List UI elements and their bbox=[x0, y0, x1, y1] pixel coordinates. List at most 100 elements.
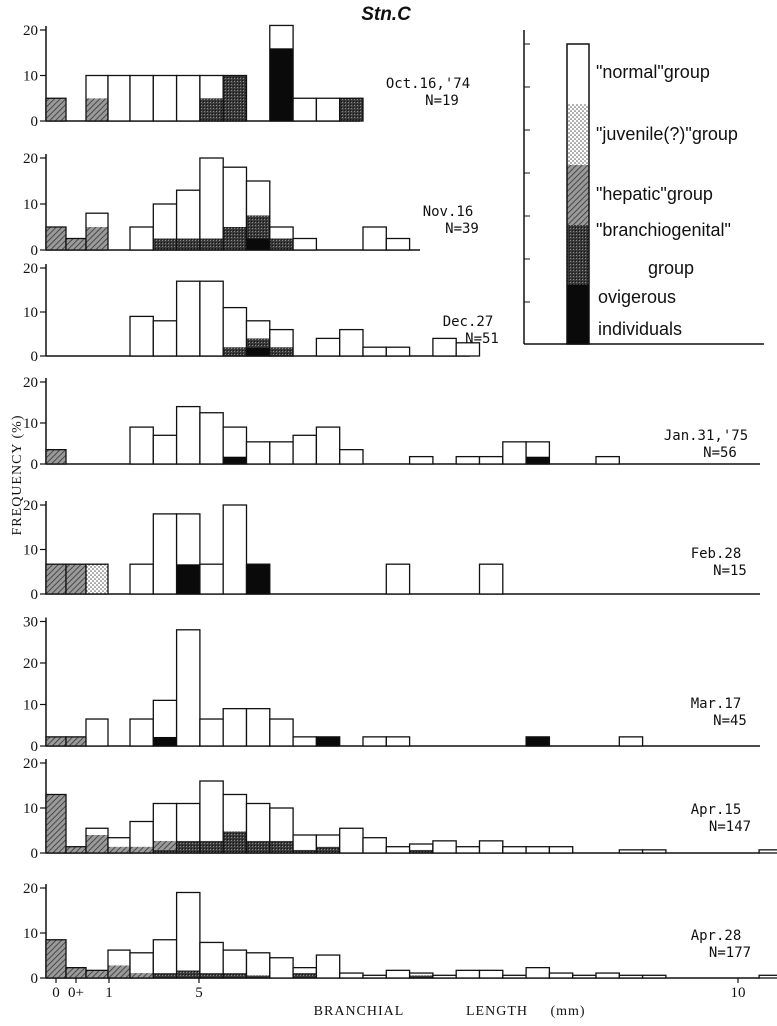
bar-segment-normal bbox=[456, 846, 480, 853]
bar-outline bbox=[362, 837, 387, 854]
bar bbox=[269, 441, 294, 465]
legend-label-juvenile: "juvenile(?)"group bbox=[596, 124, 738, 144]
legend-swatch-hepatic bbox=[567, 165, 589, 225]
bar-outline bbox=[385, 346, 411, 357]
y-tick-label: 0 bbox=[31, 457, 39, 473]
bar-segment-normal bbox=[269, 957, 294, 978]
bar-outline bbox=[315, 954, 341, 979]
bar-outline bbox=[595, 455, 620, 465]
legend-label-branchiogenital: "branchiogenital" bbox=[596, 220, 731, 240]
bar-outline bbox=[45, 97, 67, 122]
bar-outline bbox=[45, 793, 67, 854]
y-axis-title: FREQUENCY (%) bbox=[10, 415, 25, 536]
bar-segment-normal bbox=[223, 708, 247, 746]
bar-segment-normal bbox=[386, 970, 410, 978]
bar-segment-normal bbox=[456, 456, 480, 464]
bar bbox=[222, 793, 248, 854]
bar-segment-branchiogenital bbox=[223, 227, 247, 250]
bar-segment-normal bbox=[153, 803, 177, 841]
legend: "normal"group "juvenile(?)"group "hepatic"… bbox=[523, 30, 764, 345]
bar-segment-normal bbox=[572, 975, 596, 978]
bar-segment-ovigerous bbox=[176, 564, 200, 594]
bar-segment-normal bbox=[130, 227, 154, 250]
bar-segment-normal bbox=[176, 629, 200, 746]
bar-segment-normal bbox=[456, 342, 480, 356]
bar-segment-normal bbox=[269, 25, 294, 49]
bar-outline bbox=[269, 24, 294, 122]
bar bbox=[129, 226, 154, 251]
bar-segment-ovigerous bbox=[223, 456, 247, 464]
bar-segment-hepatic bbox=[130, 973, 154, 978]
bar bbox=[641, 849, 667, 854]
bar-outline bbox=[641, 849, 667, 854]
bar bbox=[455, 342, 481, 357]
bar-segment-normal bbox=[363, 736, 387, 746]
bar bbox=[45, 736, 67, 747]
y-tick-label: 0 bbox=[31, 971, 39, 987]
bar bbox=[245, 320, 271, 357]
bar-segment-normal bbox=[386, 564, 410, 594]
bar-outline bbox=[175, 513, 201, 595]
bar bbox=[315, 97, 341, 122]
bar bbox=[65, 237, 87, 251]
legend-swatch-ovigerous bbox=[567, 285, 589, 344]
bar-segment-normal bbox=[363, 837, 387, 853]
bar-segment-normal bbox=[479, 840, 503, 853]
bar bbox=[129, 315, 154, 357]
bar bbox=[362, 974, 387, 979]
bar-segment-normal bbox=[619, 849, 643, 853]
bar bbox=[129, 952, 154, 979]
y-tick-label: 10 bbox=[23, 69, 38, 85]
bar bbox=[455, 846, 481, 854]
bar-segment-normal bbox=[316, 955, 340, 978]
bar-segment-normal bbox=[339, 449, 363, 464]
bar bbox=[269, 226, 294, 251]
bar bbox=[107, 837, 131, 854]
bar-outline bbox=[455, 342, 481, 357]
bar-segment-branchiogenital bbox=[269, 347, 294, 356]
bar bbox=[315, 834, 341, 854]
bar-segment-normal bbox=[759, 849, 777, 853]
y-tick-label: 10 bbox=[23, 197, 38, 213]
bar bbox=[315, 954, 341, 979]
bar bbox=[245, 180, 271, 251]
bar-segment-normal bbox=[316, 835, 340, 847]
bar bbox=[292, 97, 318, 122]
bar bbox=[362, 837, 387, 854]
bar-outline bbox=[478, 563, 504, 595]
bar-segment-hepatic bbox=[130, 846, 154, 853]
bar-segment-hepatic bbox=[66, 238, 86, 250]
bar bbox=[199, 280, 224, 357]
bar bbox=[502, 846, 527, 854]
bar-segment-branchiogenital bbox=[269, 840, 294, 853]
x-tick-label: 10 bbox=[731, 985, 746, 1001]
bar-segment-normal bbox=[293, 238, 317, 250]
bar-segment-branchiogenital bbox=[223, 973, 247, 978]
bar-segment-normal bbox=[293, 435, 317, 464]
bar bbox=[432, 974, 457, 979]
bar-segment-branchiogenital bbox=[316, 846, 340, 853]
bar-segment-normal bbox=[153, 320, 177, 356]
bar-segment-ovigerous bbox=[269, 48, 294, 122]
bar-outline bbox=[175, 891, 201, 979]
bar-segment-normal bbox=[153, 513, 177, 594]
bar-segment-normal bbox=[386, 846, 410, 853]
bar-outline bbox=[408, 455, 434, 465]
bar bbox=[222, 306, 248, 357]
panel-4: 0 10 20 Jan.31,'75N=56 bbox=[23, 375, 760, 473]
y-tick-label: 20 bbox=[23, 23, 38, 39]
panel-6: 0 10 20 30 Mar.17N=45 bbox=[23, 615, 760, 755]
bar bbox=[65, 846, 87, 854]
bar-segment-branchiogenital bbox=[293, 849, 317, 853]
bar-outline bbox=[385, 237, 411, 251]
x-axis-title-part-2: LENGTH bbox=[466, 1004, 528, 1019]
bar-segment-hepatic bbox=[86, 970, 108, 978]
bar-segment-branchiogenital bbox=[176, 840, 200, 853]
bar-segment-hepatic bbox=[66, 967, 86, 978]
bar bbox=[222, 949, 248, 979]
bar-segment-normal bbox=[339, 973, 363, 978]
bar-segment-normal bbox=[130, 316, 154, 356]
panel-label-line: Mar.17 bbox=[691, 696, 742, 712]
bar bbox=[45, 448, 67, 465]
